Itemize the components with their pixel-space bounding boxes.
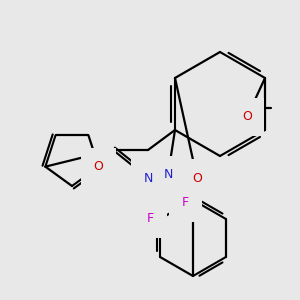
Text: N: N: [163, 169, 173, 182]
Text: N: N: [143, 172, 153, 184]
Text: O: O: [94, 160, 103, 173]
Text: O: O: [242, 110, 252, 124]
Text: F: F: [147, 212, 154, 226]
Text: F: F: [182, 196, 189, 209]
Text: O: O: [192, 172, 202, 184]
